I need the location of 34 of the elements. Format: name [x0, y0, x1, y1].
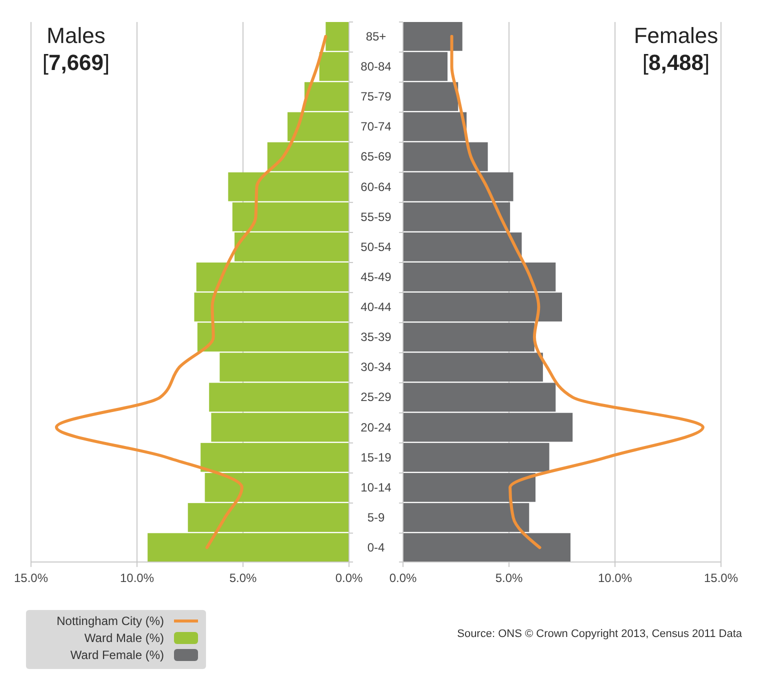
y-tick-label: 35-39: [360, 330, 392, 344]
y-tick-label: 80-84: [360, 60, 392, 74]
x-tick-label: 15.0%: [704, 571, 738, 585]
y-tick-label: 70-74: [360, 120, 392, 134]
x-tick-label: 10.0%: [120, 571, 154, 585]
y-tick-label: 15-19: [360, 450, 392, 464]
y-tick-label: 5-9: [367, 510, 385, 524]
y-tick-label: 25-29: [360, 390, 392, 404]
y-tick-label: 20-24: [360, 420, 392, 434]
text: [7,669]: [42, 50, 110, 75]
legend-label: Nottingham City (%): [56, 614, 164, 628]
x-tick-label: 5.0%: [495, 571, 523, 585]
y-tick-label: 85+: [366, 29, 386, 44]
chart-title: Females: [634, 23, 718, 48]
y-tick-label: 0-4: [367, 540, 385, 555]
legend-label: Ward Female (%): [70, 648, 164, 662]
y-tick-label: 60-64: [360, 180, 392, 194]
y-tick-label: 55-59: [360, 210, 392, 224]
x-tick-label: 0.0%: [389, 571, 417, 585]
chart-title: Males: [46, 23, 106, 48]
x-tick-label: 5.0%: [229, 571, 257, 585]
x-tick-label: 0.0%: [335, 571, 363, 585]
y-tick-label: 50-54: [360, 240, 392, 254]
y-tick-label: 65-69: [360, 150, 392, 164]
y-tick-label: 40-44: [360, 300, 392, 314]
y-tick-label: 30-34: [360, 360, 392, 374]
source-note: Source: ONS © Crown Copyright 2013, Census 2011 Data: [457, 628, 743, 640]
y-tick-label: 75-79: [360, 90, 392, 104]
legend-label: Ward Male (%): [84, 631, 164, 645]
y-tick-label: 45-49: [360, 270, 392, 284]
y-tick-label: 10-14: [360, 480, 392, 494]
x-tick-label: 15.0%: [14, 571, 48, 585]
text: [8,488]: [642, 50, 710, 75]
x-tick-label: 10.0%: [598, 571, 632, 585]
